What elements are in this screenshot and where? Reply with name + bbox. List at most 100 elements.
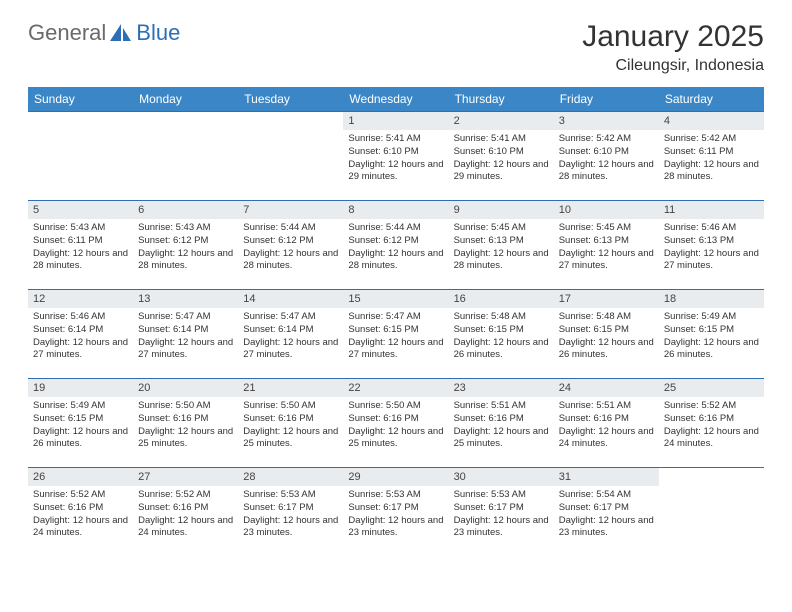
sunset-text: Sunset: 6:16 PM <box>138 413 233 426</box>
sunrise-text: Sunrise: 5:47 AM <box>348 311 443 324</box>
sunrise-text: Sunrise: 5:42 AM <box>664 133 759 146</box>
calendar-day-cell: 3Sunrise: 5:42 AMSunset: 6:10 PMDaylight… <box>554 112 659 201</box>
sunset-text: Sunset: 6:12 PM <box>243 235 338 248</box>
sunrise-text: Sunrise: 5:44 AM <box>348 222 443 235</box>
weekday-header-row: SundayMondayTuesdayWednesdayThursdayFrid… <box>28 87 764 112</box>
sunset-text: Sunset: 6:16 PM <box>454 413 549 426</box>
sunset-text: Sunset: 6:13 PM <box>559 235 654 248</box>
sunset-text: Sunset: 6:12 PM <box>348 235 443 248</box>
sunset-text: Sunset: 6:14 PM <box>243 324 338 337</box>
day-info: Sunrise: 5:49 AMSunset: 6:15 PMDaylight:… <box>664 311 759 362</box>
daylight-text: Daylight: 12 hours and 23 minutes. <box>243 515 338 541</box>
daylight-text: Daylight: 12 hours and 26 minutes. <box>664 337 759 363</box>
day-number: 1 <box>343 112 448 130</box>
daylight-text: Daylight: 12 hours and 26 minutes. <box>33 426 128 452</box>
day-info: Sunrise: 5:44 AMSunset: 6:12 PMDaylight:… <box>348 222 443 273</box>
calendar-day-cell: 7Sunrise: 5:44 AMSunset: 6:12 PMDaylight… <box>238 201 343 290</box>
daylight-text: Daylight: 12 hours and 25 minutes. <box>138 426 233 452</box>
day-number: 19 <box>28 379 133 397</box>
day-info: Sunrise: 5:48 AMSunset: 6:15 PMDaylight:… <box>559 311 654 362</box>
sunrise-text: Sunrise: 5:53 AM <box>454 489 549 502</box>
day-number: 10 <box>554 201 659 219</box>
day-number <box>133 112 238 130</box>
day-info: Sunrise: 5:43 AMSunset: 6:12 PMDaylight:… <box>138 222 233 273</box>
calendar-day-cell: 9 Sunrise: 5:45 AMSunset: 6:13 PMDaylight… <box>449 201 554 290</box>
calendar-day-cell: 24 Sunrise: 5:51 AMSunset: 6:16 PMDayligh… <box>554 379 659 468</box>
day-info: Sunrise: 5:47 AMSunset: 6:15 PMDaylight:… <box>348 311 443 362</box>
daylight-text: Daylight: 12 hours and 23 minutes. <box>348 515 443 541</box>
day-number: 28 <box>238 468 343 486</box>
daylight-text: Daylight: 12 hours and 28 minutes. <box>559 159 654 185</box>
day-number: 11 <box>659 201 764 219</box>
calendar-week-row: 26Sunrise: 5:52 AMSunset: 6:16 PMDayligh… <box>28 468 764 557</box>
day-info: Sunrise: 5:47 AMSunset: 6:14 PMDaylight:… <box>138 311 233 362</box>
sunset-text: Sunset: 6:17 PM <box>454 502 549 515</box>
day-number: 23 <box>449 379 554 397</box>
daylight-text: Daylight: 12 hours and 28 minutes. <box>243 248 338 274</box>
calendar-body: 1Sunrise: 5:41 AMSunset: 6:10 PMDaylight… <box>28 112 764 557</box>
daylight-text: Daylight: 12 hours and 27 minutes. <box>243 337 338 363</box>
daylight-text: Daylight: 12 hours and 27 minutes. <box>33 337 128 363</box>
calendar-day-cell: 1 Sunrise: 5:41 AMSunset: 6:10 PMDaylight… <box>343 112 448 201</box>
day-info: Sunrise: 5:51 AMSunset: 6:16 PMDaylight:… <box>454 400 549 451</box>
sunset-text: Sunset: 6:10 PM <box>348 146 443 159</box>
sunrise-text: Sunrise: 5:50 AM <box>348 400 443 413</box>
daylight-text: Daylight: 12 hours and 29 minutes. <box>454 159 549 185</box>
sunset-text: Sunset: 6:15 PM <box>454 324 549 337</box>
sunrise-text: Sunrise: 5:50 AM <box>138 400 233 413</box>
sunrise-text: Sunrise: 5:50 AM <box>243 400 338 413</box>
sunrise-text: Sunrise: 5:53 AM <box>348 489 443 502</box>
sunrise-text: Sunrise: 5:48 AM <box>454 311 549 324</box>
weekday-header: Wednesday <box>343 87 448 112</box>
sunset-text: Sunset: 6:14 PM <box>33 324 128 337</box>
day-number: 9 <box>449 201 554 219</box>
brand-part1: General <box>28 20 106 46</box>
day-info: Sunrise: 5:45 AMSunset: 6:13 PMDaylight:… <box>454 222 549 273</box>
calendar-day-cell <box>238 112 343 201</box>
day-number: 30 <box>449 468 554 486</box>
calendar-table: SundayMondayTuesdayWednesdayThursdayFrid… <box>28 87 764 556</box>
day-info: Sunrise: 5:41 AMSunset: 6:10 PMDaylight:… <box>454 133 549 184</box>
sunset-text: Sunset: 6:15 PM <box>559 324 654 337</box>
sunset-text: Sunset: 6:14 PM <box>138 324 233 337</box>
sunset-text: Sunset: 6:16 PM <box>559 413 654 426</box>
daylight-text: Daylight: 12 hours and 24 minutes. <box>138 515 233 541</box>
calendar-day-cell <box>28 112 133 201</box>
day-number: 14 <box>238 290 343 308</box>
sunset-text: Sunset: 6:16 PM <box>138 502 233 515</box>
sunrise-text: Sunrise: 5:47 AM <box>138 311 233 324</box>
calendar-day-cell: 16Sunrise: 5:48 AMSunset: 6:15 PMDayligh… <box>449 290 554 379</box>
day-number: 3 <box>554 112 659 130</box>
daylight-text: Daylight: 12 hours and 28 minutes. <box>454 248 549 274</box>
day-number: 15 <box>343 290 448 308</box>
sunrise-text: Sunrise: 5:49 AM <box>664 311 759 324</box>
day-info: Sunrise: 5:41 AMSunset: 6:10 PMDaylight:… <box>348 133 443 184</box>
daylight-text: Daylight: 12 hours and 24 minutes. <box>33 515 128 541</box>
sunrise-text: Sunrise: 5:45 AM <box>559 222 654 235</box>
daylight-text: Daylight: 12 hours and 24 minutes. <box>559 426 654 452</box>
calendar-day-cell: 5Sunrise: 5:43 AMSunset: 6:11 PMDaylight… <box>28 201 133 290</box>
day-number: 16 <box>449 290 554 308</box>
sunrise-text: Sunrise: 5:51 AM <box>454 400 549 413</box>
sunrise-text: Sunrise: 5:51 AM <box>559 400 654 413</box>
sunset-text: Sunset: 6:16 PM <box>243 413 338 426</box>
day-info: Sunrise: 5:53 AMSunset: 6:17 PMDaylight:… <box>243 489 338 540</box>
daylight-text: Daylight: 12 hours and 27 minutes. <box>664 248 759 274</box>
calendar-day-cell: 10Sunrise: 5:45 AMSunset: 6:13 PMDayligh… <box>554 201 659 290</box>
daylight-text: Daylight: 12 hours and 28 minutes. <box>664 159 759 185</box>
day-number: 7 <box>238 201 343 219</box>
sunset-text: Sunset: 6:16 PM <box>348 413 443 426</box>
day-number: 18 <box>659 290 764 308</box>
calendar-week-row: 12Sunrise: 5:46 AMSunset: 6:14 PMDayligh… <box>28 290 764 379</box>
day-info: Sunrise: 5:49 AMSunset: 6:15 PMDaylight:… <box>33 400 128 451</box>
sunrise-text: Sunrise: 5:41 AM <box>454 133 549 146</box>
sunset-text: Sunset: 6:13 PM <box>454 235 549 248</box>
calendar-day-cell: 13Sunrise: 5:47 AMSunset: 6:14 PMDayligh… <box>133 290 238 379</box>
day-number: 24 <box>554 379 659 397</box>
calendar-day-cell: 25 Sunrise: 5:52 AMSunset: 6:16 PMDayligh… <box>659 379 764 468</box>
daylight-text: Daylight: 12 hours and 26 minutes. <box>559 337 654 363</box>
sunset-text: Sunset: 6:10 PM <box>559 146 654 159</box>
day-info: Sunrise: 5:52 AMSunset: 6:16 PMDaylight:… <box>664 400 759 451</box>
day-number: 25 <box>659 379 764 397</box>
day-info: Sunrise: 5:50 AMSunset: 6:16 PMDaylight:… <box>243 400 338 451</box>
